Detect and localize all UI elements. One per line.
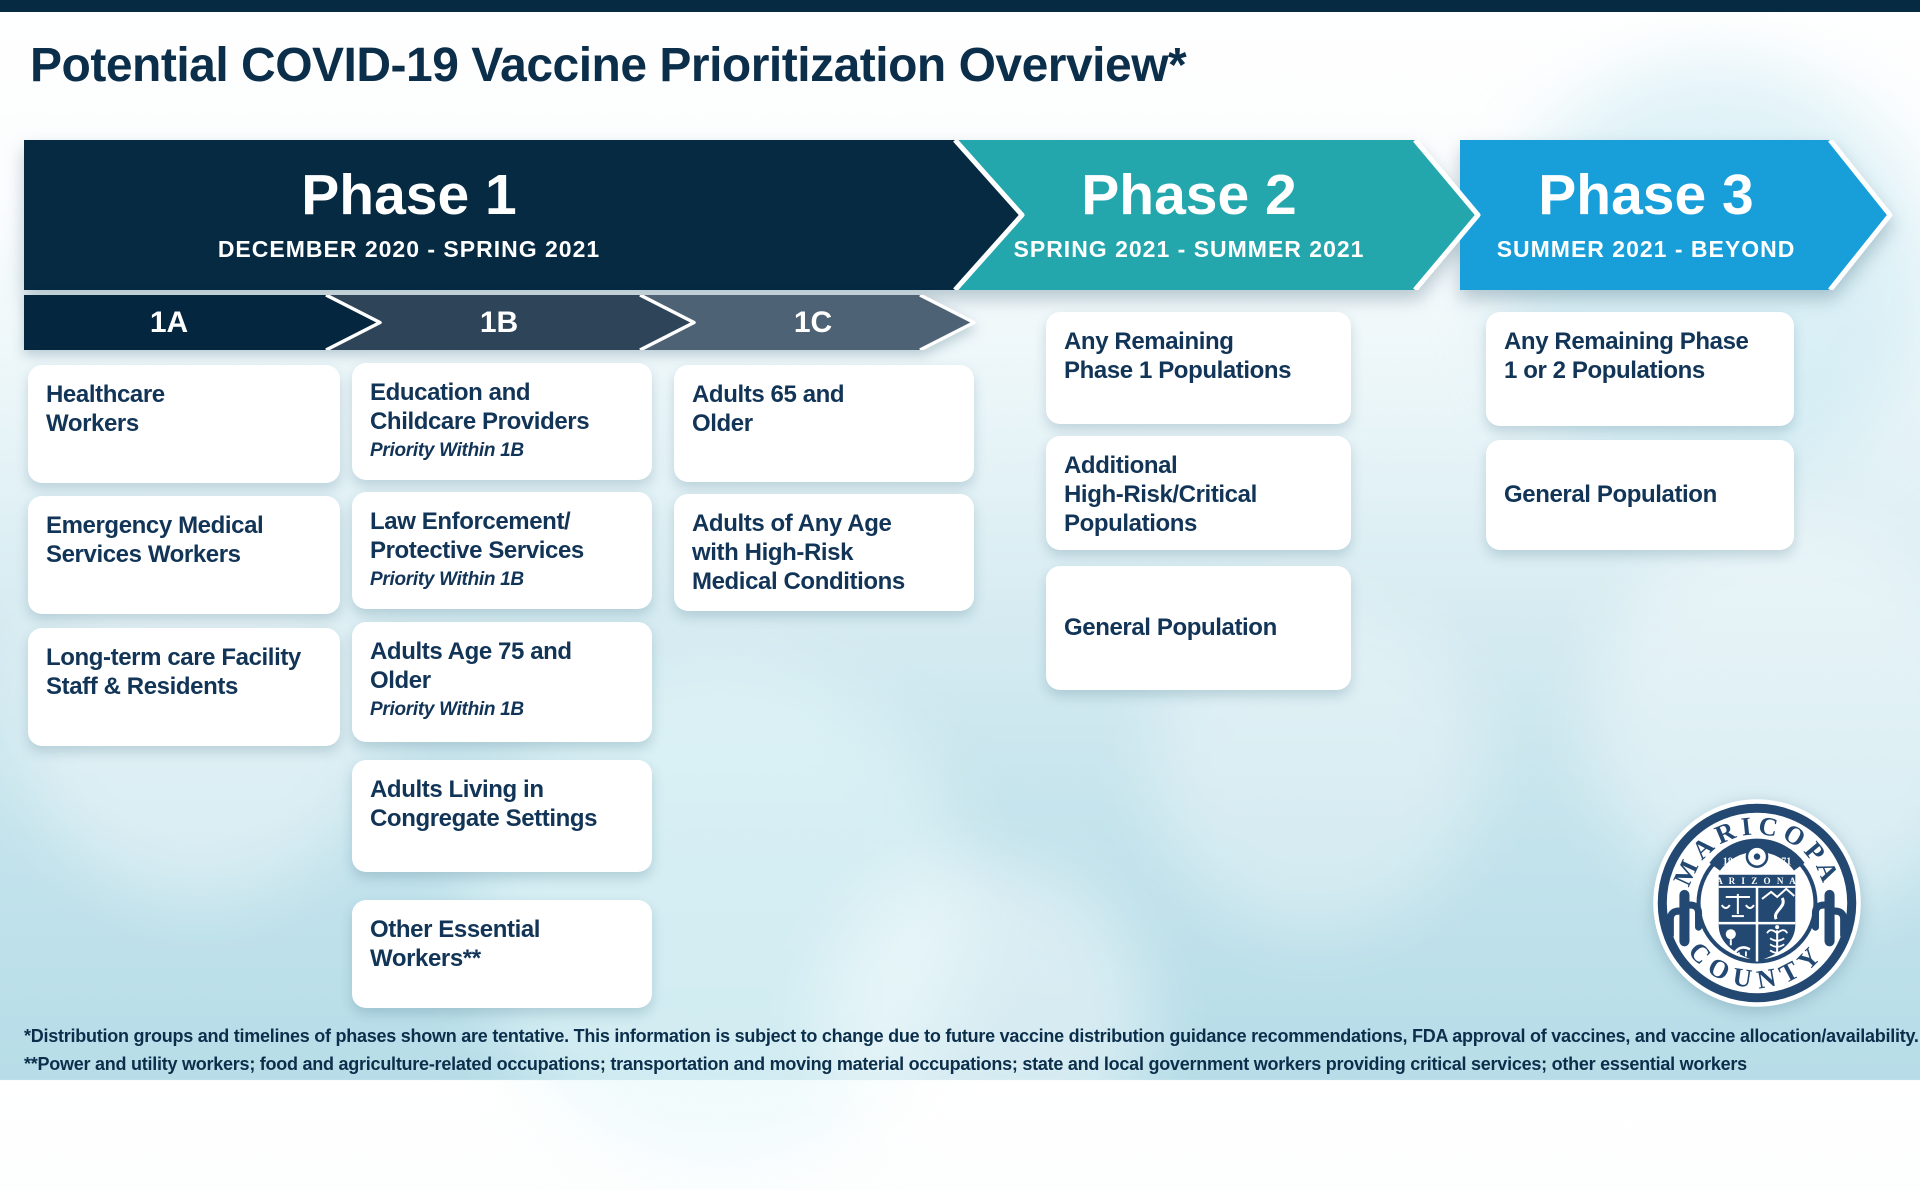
card-title: Any Remaining Phase 1 or 2 Populations	[1504, 328, 1749, 384]
seal-state-text: A R I Z O N A	[1716, 876, 1798, 886]
card-title: General Population	[1064, 613, 1277, 641]
scales-of-justice-icon	[1720, 893, 1755, 918]
card-title: Adults of Any Age with High-Risk Medical…	[692, 510, 905, 595]
card-title: General Population	[1504, 480, 1717, 508]
phase3-dates: SUMMER 2021 - BEYOND	[1496, 236, 1796, 262]
top-accent-bar	[0, 0, 1920, 12]
subphase-1b-label: 1B	[479, 305, 519, 339]
card-title: Law Enforcement/ Protective Services	[370, 508, 584, 564]
footnote-line-1: *Distribution groups and timelines of ph…	[24, 1026, 1919, 1046]
road-landscape-icon	[1761, 887, 1795, 920]
subphase-1b-arrow-outline	[639, 295, 696, 350]
tree-and-rider-icon	[1725, 929, 1751, 957]
priority-card: Any Remaining Phase 1 Populations	[1046, 312, 1351, 424]
phase1-header: Phase 1 DECEMBER 2020 - SPRING 2021	[24, 140, 794, 290]
priority-card: Emergency Medical Services Workers	[28, 496, 340, 614]
background-bokeh-circle	[820, 860, 1150, 1190]
card-note: Priority Within 1B	[370, 439, 524, 461]
priority-card: Long-term care Facility Staff & Resident…	[28, 628, 340, 746]
subphase-1a-arrow	[24, 295, 380, 350]
priority-card: Healthcare Workers	[28, 365, 340, 483]
card-title: Adults Living in Congregate Settings	[370, 776, 598, 832]
card-note: Priority Within 1B	[370, 698, 524, 720]
subphase-1b-arrow	[330, 295, 694, 350]
saguaro-cactus-icon-right	[1811, 889, 1848, 947]
card-title: Additional High-Risk/Critical Population…	[1064, 452, 1257, 537]
priority-card: Other Essential Workers**	[352, 900, 652, 1008]
phase2-arrow-outline	[1413, 140, 1481, 290]
priority-card: Adults Age 75 and Older Priority Within …	[352, 622, 652, 742]
caduceus-icon	[1766, 925, 1789, 956]
subphase-1c-arrow-outline	[919, 295, 976, 350]
priority-card: General Population	[1046, 566, 1351, 690]
phase2-title: Phase 2	[1081, 163, 1297, 227]
seal-rosette-center	[1753, 853, 1761, 860]
priority-card: Law Enforcement/ Protective Services Pri…	[352, 492, 652, 609]
page-title: Potential COVID-19 Vaccine Prioritizatio…	[30, 39, 1187, 92]
phase1-dates: DECEMBER 2020 - SPRING 2021	[217, 236, 601, 262]
card-title: Long-term care Facility Staff & Resident…	[46, 644, 301, 700]
subphase-1a-label: 1A	[149, 305, 189, 339]
card-title: Adults 65 and Older	[692, 381, 845, 437]
card-title: Healthcare Workers	[46, 381, 165, 437]
phase3-arrow	[1460, 140, 1890, 290]
priority-card: Education and Childcare Providers Priori…	[352, 363, 652, 480]
phase1-arrow-outline	[953, 140, 1025, 290]
phase2-arrow	[940, 140, 1478, 290]
priority-card: Adults Living in Congregate Settings	[352, 760, 652, 872]
phase3-arrow-outline	[1828, 140, 1893, 290]
seal-outer-ring	[1657, 803, 1857, 1003]
phase3-title: Phase 3	[1538, 163, 1754, 227]
phase1-title: Phase 1	[301, 163, 517, 227]
priority-card: Additional High-Risk/Critical Population…	[1046, 436, 1351, 550]
seal-year-banner	[1709, 838, 1805, 871]
footnote-line-2: **Power and utility workers; food and ag…	[24, 1054, 1747, 1074]
priority-card: Any Remaining Phase 1 or 2 Populations	[1486, 312, 1794, 426]
subphase-1c-label: 1C	[793, 305, 833, 339]
phase2-header: Phase 2 SPRING 2021 - SUMMER 2021	[950, 140, 1428, 290]
card-title: Other Essential Workers**	[370, 916, 541, 972]
card-title: Any Remaining Phase 1 Populations	[1064, 328, 1292, 384]
card-title: Emergency Medical Services Workers	[46, 512, 264, 568]
footnotes: *Distribution groups and timelines of ph…	[24, 1026, 1919, 1075]
maricopa-county-seal: MARICOPA COUNTY 18 71 A R I Z O N A	[1653, 799, 1861, 1007]
phase1-arrow	[24, 140, 1022, 290]
subphase-arrow-band	[24, 295, 976, 350]
card-note: Priority Within 1B	[370, 568, 524, 590]
phase-arrow-band	[24, 140, 1893, 290]
phase2-dates: SPRING 2021 - SUMMER 2021	[1013, 236, 1365, 262]
priority-card: General Population	[1486, 440, 1794, 550]
card-title: Education and Childcare Providers	[370, 379, 590, 435]
subphase-1a-arrow-outline	[325, 295, 382, 350]
priority-card: Adults of Any Age with High-Risk Medical…	[674, 494, 974, 611]
seal-year-left: 18	[1723, 857, 1733, 868]
phase3-header: Phase 3 SUMMER 2021 - BEYOND	[1460, 140, 1832, 290]
subphase-1c-arrow	[644, 295, 974, 350]
card-title: Adults Age 75 and Older	[370, 638, 572, 694]
seal-year-right: 71	[1781, 857, 1791, 868]
priority-card: Adults 65 and Older	[674, 365, 974, 482]
saguaro-cactus-icon-left	[1666, 889, 1703, 947]
